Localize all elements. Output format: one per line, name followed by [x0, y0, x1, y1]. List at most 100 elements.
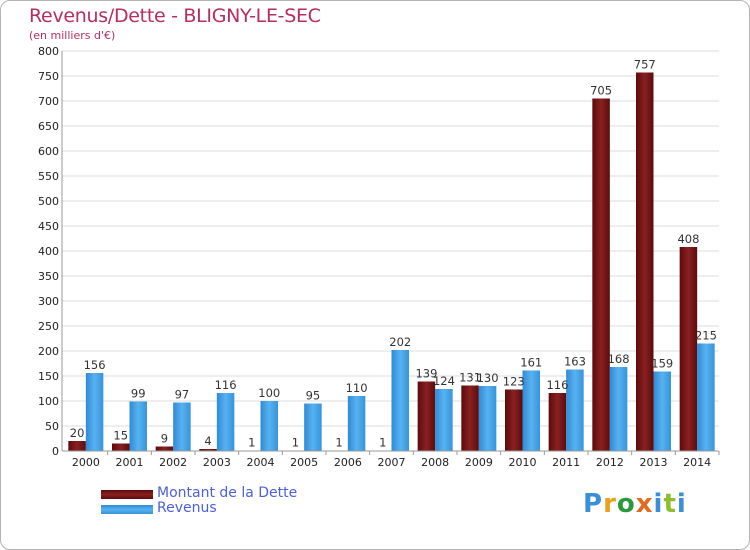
bar-revenus-2010: [522, 370, 540, 451]
bar-revenus-2001: [129, 401, 147, 451]
bar-revenus-2003: [216, 393, 235, 451]
x-tick-label: 2009: [465, 456, 493, 469]
x-tick-label: 2003: [203, 456, 231, 469]
bar-revenus-2005: [304, 403, 322, 451]
y-tick-label: 250: [38, 320, 59, 333]
data-label-dette-2002: 9: [161, 432, 168, 446]
data-label-dette-2014: 408: [677, 232, 699, 246]
x-tick-label: 2012: [596, 456, 624, 469]
data-label-revenus-2009: 130: [477, 371, 499, 385]
bar-dette-2003: [199, 449, 217, 451]
data-label-revenus-2003: 116: [215, 378, 237, 392]
data-label-dette-2008: 139: [415, 367, 437, 381]
data-label-dette-2004: 1: [248, 436, 255, 450]
bar-dette-2010: [505, 389, 523, 451]
y-tick-label: 100: [38, 395, 59, 408]
data-label-dette-2003: 4: [204, 434, 211, 448]
logo-letter: i: [676, 489, 687, 519]
y-tick-label: 750: [38, 70, 59, 83]
x-tick-label: 2011: [552, 456, 580, 469]
data-label-dette-2009: 131: [459, 371, 481, 385]
bar-dette-2012: [592, 98, 610, 451]
bar-revenus-2006: [347, 396, 366, 451]
data-label-revenus-2014: 215: [695, 329, 717, 343]
x-axis-ticks: 2000 2001 2002 2003 2004 2005 2006 2007 2008 2009…: [72, 451, 720, 469]
y-tick-label: 650: [38, 120, 59, 133]
bar-revenus-2009: [478, 386, 497, 451]
data-label-revenus-2011: 163: [564, 355, 586, 369]
chart-subtitle: (en milliers d'€): [29, 29, 116, 42]
bar-dette-2009: [461, 385, 479, 451]
legend-label-dette: Montant de la Dette: [157, 485, 298, 501]
bar-revenus-2007: [391, 350, 409, 451]
data-label-revenus-2010: 161: [520, 356, 542, 370]
x-tick-label: 2001: [116, 456, 144, 469]
bar-dette-2008: [417, 381, 436, 451]
proxiti-logo: Proxiti: [583, 489, 687, 519]
logo-letter: t: [663, 489, 677, 519]
y-tick-label: 600: [38, 145, 59, 158]
x-tick-label: 2008: [421, 456, 449, 469]
bar-dette-2011: [548, 393, 567, 451]
logo-letter: o: [616, 489, 636, 519]
data-label-dette-2013: 757: [634, 58, 656, 72]
y-tick-label: 0: [52, 445, 59, 458]
y-tick-label: 800: [38, 45, 59, 58]
x-tick-label: 2002: [159, 456, 187, 469]
x-tick-label: 2000: [72, 456, 100, 469]
data-label-dette-2010: 123: [503, 375, 525, 389]
data-label-dette-2012: 705: [590, 84, 612, 98]
data-label-dette-2007: 1: [379, 436, 386, 450]
bar-dette-2001: [112, 443, 130, 451]
y-axis-ticks: 0 50 100 150 200 250 300 350 400 450 500 550 600 650 7…: [38, 45, 59, 458]
y-tick-label: 500: [38, 195, 59, 208]
chart-title: Revenus/Dette - BLIGNY-LE-SEC: [29, 5, 321, 27]
data-label-revenus-2006: 110: [346, 381, 368, 395]
x-tick-label: 2007: [378, 456, 406, 469]
y-tick-label: 200: [38, 345, 59, 358]
axes: [61, 51, 719, 452]
x-tick-label: 2006: [334, 456, 362, 469]
data-label-dette-2000: 20: [70, 426, 85, 440]
bar-revenus-2014: [697, 343, 715, 451]
y-tick-label: 150: [38, 370, 59, 383]
data-label-revenus-2008: 124: [433, 374, 455, 388]
data-label-dette-2006: 1: [335, 436, 342, 450]
y-tick-label: 300: [38, 295, 59, 308]
bar-revenus-2012: [609, 367, 628, 451]
data-label-dette-2005: 1: [292, 436, 299, 450]
x-tick-label: 2014: [683, 456, 711, 469]
y-tick-label: 50: [45, 420, 59, 433]
data-label-dette-2001: 15: [113, 429, 128, 443]
logo-letter: P: [583, 489, 604, 519]
bar-revenus-2000: [85, 373, 104, 451]
data-label-revenus-2001: 99: [131, 387, 146, 401]
bar-revenus-2013: [653, 371, 671, 451]
data-label-revenus-2013: 159: [651, 357, 673, 371]
y-tick-label: 400: [38, 245, 59, 258]
data-label-revenus-2007: 202: [389, 335, 411, 349]
x-tick-label: 2010: [509, 456, 537, 469]
y-tick-label: 350: [38, 270, 59, 283]
legend-label-revenus: Revenus: [157, 500, 217, 516]
data-label-revenus-2004: 100: [258, 386, 280, 400]
bars: [68, 72, 715, 451]
data-label-revenus-2000: 156: [84, 358, 106, 372]
data-label-dette-2011: 116: [546, 378, 568, 392]
bar-revenus-2011: [566, 369, 584, 451]
data-label-revenus-2012: 168: [608, 352, 630, 366]
legend-swatch-dette: [101, 490, 153, 499]
bar-dette-2014: [679, 247, 698, 451]
x-tick-label: 2004: [247, 456, 275, 469]
legend-swatch-revenus: [101, 505, 153, 514]
logo-letter: i: [653, 489, 664, 519]
y-tick-label: 550: [38, 170, 59, 183]
bar-dette-2002: [155, 446, 174, 451]
data-label-revenus-2002: 97: [175, 388, 190, 402]
bar-revenus-2002: [173, 402, 191, 451]
bar-revenus-2004: [260, 401, 278, 451]
x-tick-label: 2013: [640, 456, 668, 469]
bar-dette-2000: [68, 441, 86, 451]
